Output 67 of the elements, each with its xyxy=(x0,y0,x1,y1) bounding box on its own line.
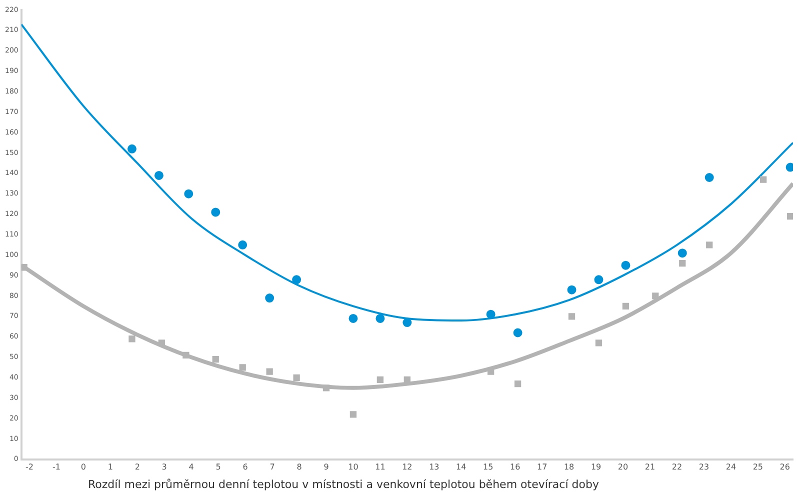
x-tick-label: 4 xyxy=(188,462,194,472)
x-tick-label: 21 xyxy=(644,462,656,472)
point xyxy=(21,264,28,271)
point xyxy=(621,260,630,270)
x-tick-label: 11 xyxy=(375,462,386,472)
point xyxy=(348,314,358,323)
point xyxy=(594,275,604,284)
x-tick-label: 24 xyxy=(726,462,736,472)
x-tick-label: 10 xyxy=(348,462,358,472)
x-tick-label: 25 xyxy=(752,462,764,472)
point xyxy=(786,212,793,220)
x-tick-label: 3 xyxy=(162,462,167,472)
point xyxy=(706,242,713,248)
point xyxy=(622,302,630,310)
point xyxy=(376,314,385,323)
point xyxy=(567,285,576,294)
point xyxy=(293,374,300,382)
point xyxy=(568,313,576,320)
x-tick-label: 26 xyxy=(780,462,790,472)
point xyxy=(376,376,384,384)
point xyxy=(154,170,164,180)
x-axis-title: Rozdíl mezi průměrnou denní teplotou v místnosti a venkovní teplotou během otevírací doby xyxy=(88,478,599,491)
x-tick-label: 18 xyxy=(564,462,574,472)
point xyxy=(704,173,714,182)
point xyxy=(513,328,522,338)
x-tick-label: 17 xyxy=(536,462,548,472)
x-tick-label: 7 xyxy=(270,462,275,472)
x-tick-label: 23 xyxy=(698,462,710,472)
point xyxy=(486,310,496,319)
x-tick-label: 16 xyxy=(510,462,520,472)
x-tick-label: 15 xyxy=(483,462,494,472)
x-tick-label: -2 xyxy=(25,462,34,472)
point xyxy=(128,336,136,342)
point xyxy=(322,384,330,392)
point xyxy=(402,318,412,328)
x-tick-label: 12 xyxy=(402,462,412,472)
point xyxy=(211,208,220,217)
x-tick-label: -1 xyxy=(52,462,60,472)
x-tick-label: 0 xyxy=(80,462,86,472)
point xyxy=(350,411,357,418)
x-tick-label: 20 xyxy=(618,462,628,472)
x-tick-label: 6 xyxy=(242,462,248,472)
point xyxy=(239,364,246,371)
point xyxy=(514,380,522,388)
point xyxy=(184,189,194,198)
point xyxy=(760,176,767,183)
point xyxy=(182,352,190,359)
point xyxy=(679,260,686,267)
point xyxy=(266,368,273,375)
x-tick-label: 2 xyxy=(134,462,140,472)
x-tick-label: 1 xyxy=(108,462,113,472)
x-tick-label: 9 xyxy=(324,462,329,472)
point xyxy=(595,340,602,346)
point xyxy=(404,376,411,384)
point xyxy=(265,294,274,303)
x-tick-label: 8 xyxy=(296,462,302,472)
x-tick-label: 22 xyxy=(672,462,682,472)
point xyxy=(292,275,302,284)
point xyxy=(652,292,659,300)
point xyxy=(238,240,248,250)
point xyxy=(678,248,687,258)
x-tick-label: 13 xyxy=(429,462,440,472)
x-tick-label: 19 xyxy=(590,462,602,472)
point xyxy=(212,356,219,363)
x-tick-label: 5 xyxy=(216,462,221,472)
x-tick-label: 14 xyxy=(456,462,466,472)
point xyxy=(127,144,136,154)
